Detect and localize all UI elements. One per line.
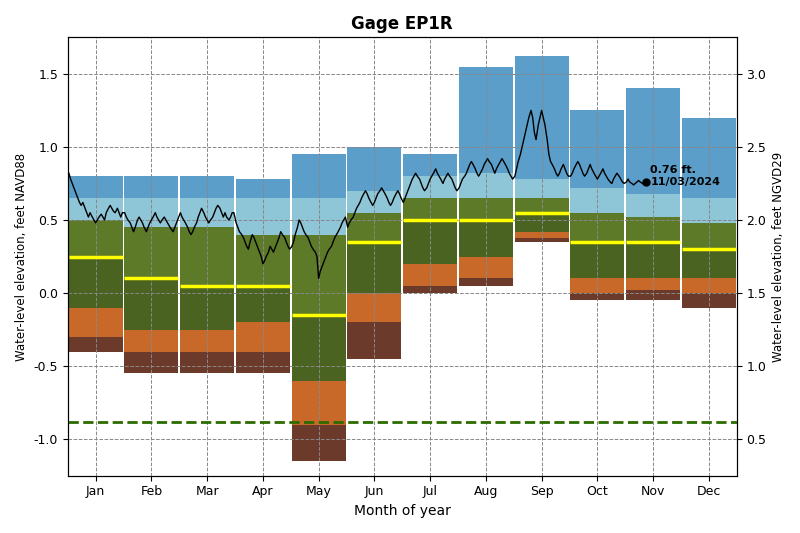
- Bar: [459, 198, 513, 220]
- Bar: [291, 154, 346, 198]
- Bar: [570, 293, 624, 301]
- Bar: [69, 308, 122, 337]
- Bar: [459, 220, 513, 256]
- Bar: [403, 264, 457, 286]
- Bar: [236, 179, 290, 198]
- Bar: [514, 232, 569, 238]
- Bar: [180, 329, 234, 351]
- Bar: [347, 322, 402, 359]
- Bar: [682, 293, 736, 308]
- Bar: [180, 286, 234, 329]
- Title: Gage EP1R: Gage EP1R: [351, 15, 453, 33]
- Bar: [403, 198, 457, 220]
- Bar: [347, 191, 402, 213]
- Bar: [236, 235, 290, 286]
- Bar: [347, 213, 402, 242]
- Bar: [69, 198, 122, 220]
- Bar: [459, 256, 513, 278]
- Bar: [124, 198, 178, 227]
- Bar: [69, 256, 122, 308]
- Bar: [124, 278, 178, 329]
- Bar: [69, 337, 122, 351]
- Bar: [570, 110, 624, 188]
- X-axis label: Month of year: Month of year: [354, 504, 450, 518]
- Bar: [236, 351, 290, 374]
- Bar: [514, 198, 569, 213]
- Bar: [682, 118, 736, 198]
- Bar: [459, 67, 513, 173]
- Bar: [124, 176, 178, 198]
- Bar: [570, 278, 624, 293]
- Bar: [514, 213, 569, 232]
- Bar: [236, 322, 290, 351]
- Bar: [291, 315, 346, 381]
- Bar: [682, 249, 736, 278]
- Bar: [514, 238, 569, 242]
- Bar: [570, 242, 624, 278]
- Bar: [180, 351, 234, 374]
- Bar: [682, 223, 736, 249]
- Bar: [459, 173, 513, 198]
- Bar: [403, 286, 457, 293]
- Bar: [347, 293, 402, 322]
- Bar: [69, 220, 122, 256]
- Bar: [291, 381, 346, 425]
- Bar: [626, 278, 680, 290]
- Bar: [124, 329, 178, 351]
- Bar: [236, 198, 290, 235]
- Bar: [514, 179, 569, 198]
- Bar: [682, 278, 736, 293]
- Y-axis label: Water-level elevation, feet NAVD88: Water-level elevation, feet NAVD88: [15, 152, 28, 361]
- Bar: [626, 217, 680, 242]
- Text: 0.76 ft.
11/03/2024: 0.76 ft. 11/03/2024: [650, 165, 720, 187]
- Bar: [180, 198, 234, 227]
- Bar: [124, 227, 178, 278]
- Bar: [626, 242, 680, 278]
- Bar: [291, 425, 346, 461]
- Bar: [459, 278, 513, 286]
- Bar: [347, 147, 402, 191]
- Bar: [124, 351, 178, 374]
- Bar: [403, 176, 457, 198]
- Y-axis label: Water-level elevation, feet NGVD29: Water-level elevation, feet NGVD29: [772, 151, 785, 362]
- Bar: [291, 235, 346, 315]
- Bar: [570, 213, 624, 242]
- Bar: [403, 154, 457, 176]
- Bar: [236, 286, 290, 322]
- Bar: [403, 220, 457, 264]
- Bar: [180, 176, 234, 198]
- Bar: [180, 227, 234, 286]
- Bar: [626, 290, 680, 301]
- Bar: [514, 56, 569, 179]
- Bar: [626, 88, 680, 193]
- Bar: [682, 198, 736, 223]
- Bar: [626, 193, 680, 217]
- Bar: [570, 188, 624, 213]
- Bar: [291, 198, 346, 235]
- Bar: [69, 176, 122, 198]
- Bar: [347, 242, 402, 293]
